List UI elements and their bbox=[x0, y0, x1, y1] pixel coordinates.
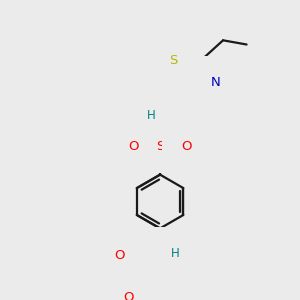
Text: N: N bbox=[211, 76, 220, 89]
Text: N: N bbox=[159, 247, 168, 260]
Text: O: O bbox=[115, 249, 125, 262]
Text: N: N bbox=[160, 111, 170, 124]
Text: H: H bbox=[147, 110, 156, 122]
Text: S: S bbox=[156, 140, 164, 154]
Text: H: H bbox=[171, 247, 180, 260]
Text: O: O bbox=[123, 291, 134, 300]
Text: S: S bbox=[169, 54, 178, 67]
Text: N: N bbox=[194, 93, 204, 106]
Text: O: O bbox=[128, 140, 139, 154]
Text: O: O bbox=[182, 140, 192, 154]
